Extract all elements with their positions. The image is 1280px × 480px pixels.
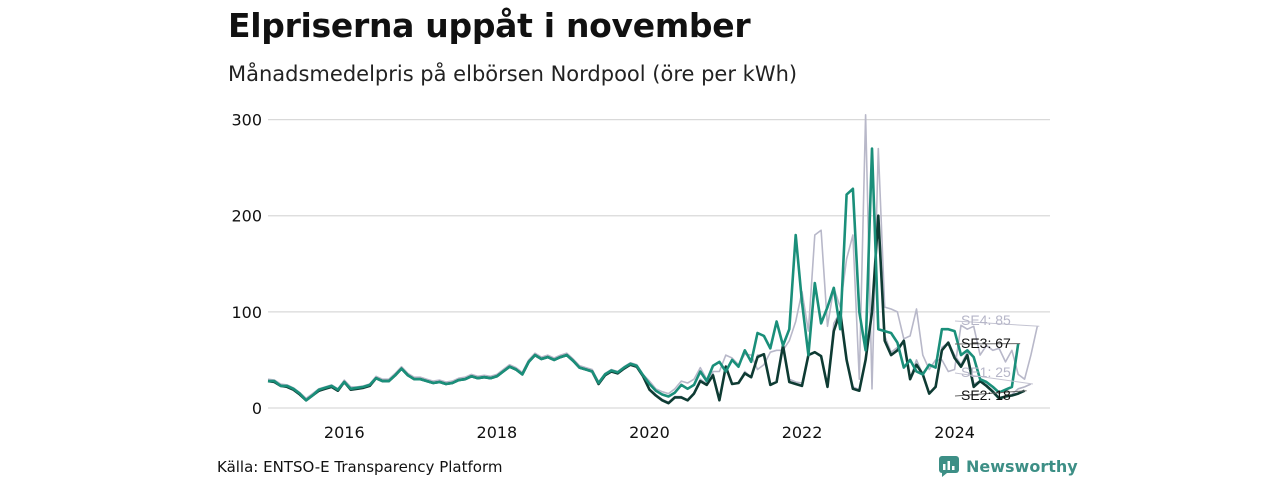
y-tick-label: 0 <box>252 399 262 418</box>
newsworthy-logo: Newsworthy <box>938 455 1078 477</box>
x-tick-label: 2018 <box>477 423 518 442</box>
end-label-se3: SE3: 67 <box>961 335 1011 351</box>
series-line-se4 <box>267 114 1039 400</box>
y-tick-label: 100 <box>231 303 262 322</box>
x-axis-ticks: 2016 2018 2020 2022 2024 <box>324 423 975 442</box>
x-tick-label: 2020 <box>629 423 670 442</box>
leader-line-se4 <box>954 320 1040 327</box>
end-labels: SE4: 85 SE3: 67 SE1: 25 SE2: 18 <box>954 312 1040 403</box>
end-label-se1: SE1: 25 <box>961 364 1011 380</box>
y-axis-ticks: 0 100 200 300 <box>231 111 262 418</box>
leader-line-se2 <box>954 390 1027 397</box>
source-note: Källa: ENTSO-E Transparency Platform <box>217 458 503 476</box>
series-line-se3 <box>268 147 1020 402</box>
x-tick-label: 2016 <box>324 423 365 442</box>
logo-icon <box>939 456 959 477</box>
gridlines <box>268 119 1050 409</box>
y-tick-label: 300 <box>231 111 262 130</box>
series-line-se2 <box>267 214 1026 405</box>
end-label-se4: SE4: 85 <box>961 312 1011 328</box>
y-tick-label: 200 <box>231 207 262 226</box>
x-tick-label: 2024 <box>934 423 975 442</box>
chart-title: Elpriserna uppåt i november <box>228 6 751 45</box>
chart-subtitle: Månadsmedelpris på elbörsen Nordpool (ör… <box>228 62 798 86</box>
brand-name: Newsworthy <box>966 456 1078 476</box>
series-lines <box>267 114 1039 405</box>
end-label-se2: SE2: 18 <box>961 387 1011 403</box>
x-tick-label: 2022 <box>782 423 823 442</box>
leader-line-se1 <box>954 372 1033 385</box>
